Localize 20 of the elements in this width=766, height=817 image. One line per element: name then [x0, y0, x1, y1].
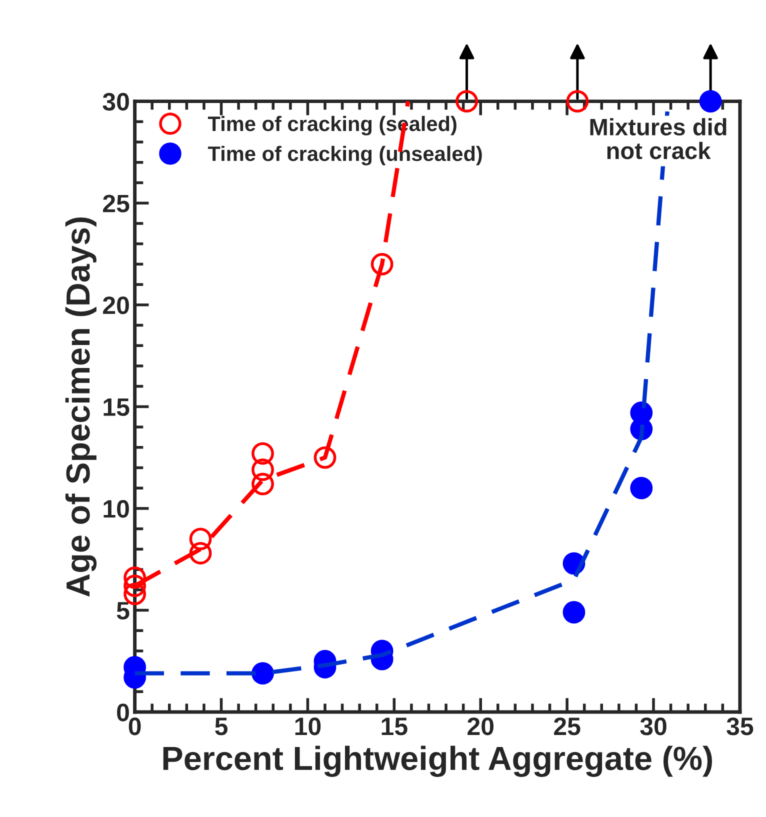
x-axis-title: Percent Lightweight Aggregate (%)	[163, 746, 712, 777]
y-tick-label: 0	[117, 704, 129, 722]
x-tick-label: 0	[128, 718, 141, 736]
y-tick-label: 30	[102, 92, 129, 111]
legend-label: Time of cracking (unsealed)	[208, 146, 482, 166]
y-axis-title: Age of Specimen (Days)	[65, 218, 97, 597]
x-tick-label: 5	[215, 718, 228, 736]
legend-label: Time of cracking (sealed)	[208, 116, 456, 136]
x-tick-label: 25	[554, 718, 580, 736]
y-tick-label: 20	[103, 296, 129, 314]
y-tick-label: 25	[103, 194, 130, 212]
x-tick-label: 20	[468, 718, 494, 736]
y-tick-label: 10	[104, 500, 129, 518]
x-tick-label: 35	[726, 718, 754, 736]
y-tick-label: 5	[116, 602, 130, 620]
y-tick-label: 15	[104, 398, 130, 416]
x-tick-label: 10	[295, 718, 321, 736]
x-tick-label: 15	[382, 718, 408, 736]
x-tick-label: 30	[640, 718, 666, 736]
annotation: Mixtures did not crack	[590, 118, 726, 160]
